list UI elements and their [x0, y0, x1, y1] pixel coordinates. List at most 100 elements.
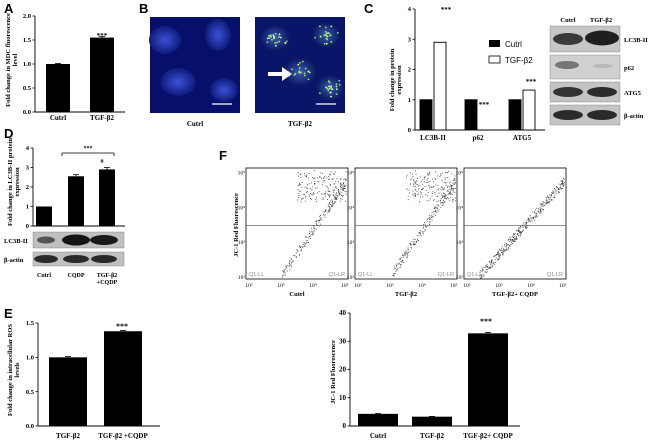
- blot-d-band: [91, 255, 117, 263]
- flow-event-dot: [499, 249, 501, 251]
- flow-event-dot: [413, 238, 415, 240]
- flow-event-dot: [307, 184, 309, 186]
- flow-event-dot: [522, 222, 524, 224]
- flow-event-dot: [518, 230, 520, 232]
- flow-event-dot: [487, 266, 489, 268]
- flow-event-dot: [392, 275, 394, 276]
- flow-event-dot: [303, 246, 305, 247]
- panel-c-chart: Fold change in protein expression 01234 …: [389, 6, 545, 142]
- puncta-dot: [336, 31, 339, 34]
- flow-event-dot: [533, 217, 534, 219]
- flow-event-dot: [526, 224, 528, 226]
- flow-event-dot: [397, 263, 399, 265]
- puncta-dot: [291, 68, 293, 71]
- flow-event-dot: [327, 199, 328, 200]
- flow-event-dot: [322, 210, 324, 212]
- flow-event-dot: [447, 172, 449, 174]
- flow-event-dot: [509, 237, 511, 239]
- flow-event-dot: [323, 193, 325, 195]
- flow-event-dot: [322, 173, 324, 174]
- flow-event-dot: [414, 182, 416, 184]
- flow-event-dot: [420, 196, 421, 198]
- flow-event-dot: [320, 223, 322, 225]
- flow-event-dot: [450, 188, 452, 189]
- flow-event-dot: [307, 177, 309, 179]
- flow-event-dot: [308, 173, 310, 174]
- flow-event-dot: [547, 202, 549, 204]
- flow-event-dot: [536, 212, 537, 214]
- flow-event-dot: [302, 197, 304, 199]
- flow-event-dot: [532, 218, 534, 220]
- flow-event-dot: [342, 189, 344, 191]
- flow-event-dot: [514, 238, 516, 240]
- flow-event-dot: [532, 211, 534, 213]
- flow-x-tick-label: 10³: [495, 283, 503, 289]
- flow-event-dot: [481, 270, 483, 272]
- flow-event-dot: [520, 226, 522, 228]
- flow-event-dot: [340, 198, 342, 199]
- flow-event-dot: [453, 183, 455, 185]
- flow-event-dot: [520, 231, 522, 233]
- panel-e-y-tick-label: 0.5: [26, 389, 35, 396]
- flow-event-dot: [336, 177, 338, 179]
- flow-event-dot: [416, 240, 417, 242]
- flow-event-dot: [328, 195, 330, 197]
- flow-event-dot: [548, 201, 550, 203]
- puncta-dot: [335, 93, 338, 96]
- flow-event-dot: [541, 208, 543, 210]
- flow-event-dot: [337, 196, 338, 198]
- flow-event-dot: [422, 196, 424, 198]
- flow-event-dot: [526, 226, 528, 228]
- flow-event-dot: [329, 211, 330, 213]
- flow-event-dot: [424, 185, 426, 187]
- panel-b-micrograph-cutrl: [149, 17, 240, 113]
- flow-event-dot: [317, 177, 318, 179]
- flow-event-dot: [433, 216, 434, 218]
- flow-event-dot: [482, 269, 484, 271]
- flow-event-dot: [311, 231, 313, 233]
- flow-event-dot: [291, 261, 293, 263]
- flow-event-dot: [444, 194, 446, 196]
- flow-event-dot: [555, 192, 557, 194]
- blot-d-row-actin: β-actin: [4, 257, 24, 264]
- flow-event-dot: [544, 202, 546, 204]
- flow-event-dot: [306, 188, 308, 190]
- panel-c-bar: [433, 41, 447, 131]
- flow-event-dot: [417, 238, 418, 240]
- flow-event-dot: [339, 191, 341, 193]
- flow-event-dot: [454, 179, 456, 181]
- flow-event-dot: [308, 237, 310, 239]
- flow-event-dot: [535, 209, 537, 211]
- flow-event-dot: [334, 198, 336, 200]
- flow-event-dot: [340, 178, 341, 180]
- flow-event-dot: [497, 253, 499, 255]
- flow-event-dot: [511, 240, 513, 242]
- flow-event-dot: [421, 231, 423, 233]
- flow-event-dot: [304, 175, 306, 177]
- flow-event-dot: [328, 202, 330, 204]
- blot-c-header-cutrl: Cutrl: [560, 17, 575, 24]
- flow-event-dot: [522, 230, 524, 232]
- flow-event-dot: [488, 266, 490, 268]
- puncta-dot: [326, 35, 329, 38]
- puncta-dot: [314, 36, 316, 39]
- flow-event-dot: [547, 196, 549, 198]
- flow-event-dot: [441, 186, 443, 188]
- flow-event-dot: [338, 194, 340, 196]
- flow-event-dot: [418, 188, 420, 190]
- flow-event-dot: [342, 196, 343, 198]
- flow-event-dot: [448, 198, 450, 200]
- flow-event-dot: [499, 249, 501, 251]
- flow-event-dot: [341, 195, 342, 196]
- flow-event-dot: [431, 219, 433, 221]
- flow-event-dot: [340, 186, 342, 188]
- flow-event-dot: [435, 206, 437, 208]
- flow-event-dot: [332, 193, 334, 195]
- flow-event-dot: [513, 235, 515, 237]
- panel-f-y-tick-label: 20: [339, 366, 347, 374]
- flow-event-dot: [314, 177, 316, 179]
- panel-e-significance: ***: [116, 322, 128, 331]
- flow-event-dot: [312, 193, 314, 195]
- flow-event-dot: [433, 181, 434, 183]
